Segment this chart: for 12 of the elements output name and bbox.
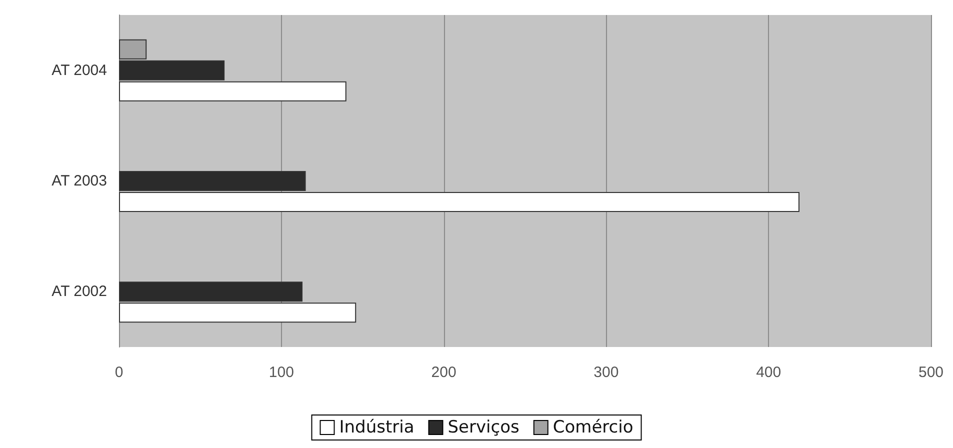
x-tick-label: 200 <box>431 364 456 381</box>
x-tick-label: 100 <box>268 364 294 381</box>
y-tick-label: AT 2002 <box>52 283 107 300</box>
y-tick-label: AT 2004 <box>52 62 107 79</box>
legend-label: Indústria <box>339 418 414 438</box>
legend-label: Serviços <box>448 418 520 438</box>
x-tick-label: 400 <box>756 364 782 381</box>
x-tick-label: 300 <box>594 364 619 381</box>
x-tick-label: 500 <box>918 364 944 381</box>
legend-label: Comércio <box>552 418 634 438</box>
x-tick-label: 0 <box>114 364 124 381</box>
y-tick-label: AT 2003 <box>52 172 107 190</box>
